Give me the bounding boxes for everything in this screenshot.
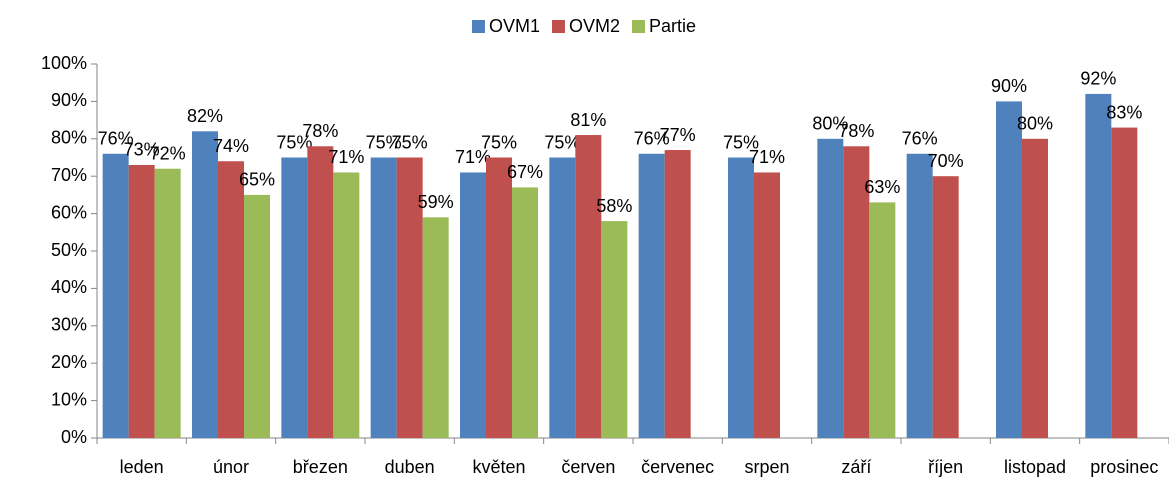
x-tick-label: květen: [472, 457, 525, 477]
data-label: 80%: [1017, 114, 1053, 134]
bar: [1111, 127, 1138, 438]
bar: [1085, 93, 1112, 439]
data-label: 83%: [1106, 102, 1142, 122]
data-label: 90%: [991, 76, 1027, 96]
bar: [486, 157, 512, 438]
data-label: 73%: [124, 140, 160, 160]
data-label: 65%: [239, 170, 275, 190]
bar: [281, 157, 308, 438]
bar: [869, 202, 896, 438]
y-tick-label: 70%: [51, 165, 87, 185]
data-label: 71%: [749, 147, 785, 167]
bar: [932, 176, 959, 438]
data-label: 75%: [392, 132, 428, 152]
x-tick-label: prosinec: [1090, 457, 1158, 477]
bar: [102, 153, 129, 438]
legend-label: Partie: [649, 16, 696, 36]
data-label: 80%: [812, 114, 848, 134]
data-label: 63%: [864, 177, 900, 197]
x-tick-label: srpen: [744, 457, 789, 477]
y-tick-label: 50%: [51, 240, 87, 260]
data-label: 92%: [1080, 69, 1116, 89]
bar: [638, 153, 665, 438]
legend-label: OVM1: [489, 16, 540, 36]
y-tick-label: 30%: [51, 315, 87, 335]
y-tick-label: 90%: [51, 90, 87, 110]
bar: [422, 217, 449, 438]
x-tick-label: duben: [385, 457, 435, 477]
legend-label: OVM2: [569, 16, 620, 36]
y-tick-label: 20%: [51, 352, 87, 372]
bar: [307, 146, 334, 438]
bar: [996, 101, 1022, 439]
bar: [754, 172, 780, 438]
bar: [154, 168, 181, 438]
data-label: 67%: [507, 162, 543, 182]
bar: [575, 135, 602, 438]
data-label: 75%: [544, 132, 580, 152]
data-label: 76%: [902, 129, 938, 149]
bar: [843, 146, 870, 438]
data-label: 77%: [660, 125, 696, 145]
data-label: 71%: [455, 147, 491, 167]
x-tick-label: březen: [293, 457, 348, 477]
bar: [370, 157, 397, 438]
legend-marker: [551, 20, 565, 33]
data-label: 74%: [213, 136, 249, 156]
data-label: 81%: [570, 110, 606, 130]
y-tick-label: 60%: [51, 202, 87, 222]
bar: [817, 138, 844, 439]
bar: [244, 194, 270, 438]
data-label: 75%: [366, 132, 402, 152]
x-tick-label: červen: [561, 457, 615, 477]
bar: [664, 150, 691, 438]
y-tick-label: 40%: [51, 277, 87, 297]
bar: [333, 172, 360, 438]
data-label: 70%: [928, 151, 964, 171]
bar: [512, 187, 538, 438]
bar: [728, 157, 754, 438]
bar: [460, 172, 486, 438]
data-label: 75%: [481, 132, 517, 152]
data-label: 71%: [328, 147, 364, 167]
x-tick-label: září: [841, 457, 871, 477]
bar: [218, 161, 244, 439]
bar: [549, 157, 576, 438]
bar: [192, 131, 218, 438]
data-label: 58%: [596, 196, 632, 216]
data-label: 76%: [98, 129, 134, 149]
data-label: 76%: [634, 129, 670, 149]
legend-marker: [632, 20, 645, 33]
data-label: 59%: [418, 192, 454, 212]
y-tick-label: 80%: [51, 128, 87, 148]
y-tick-label: 100%: [41, 53, 87, 73]
bar: [601, 221, 628, 438]
data-label: 75%: [723, 132, 759, 152]
data-label: 72%: [150, 143, 186, 163]
x-tick-label: říjen: [928, 457, 963, 477]
data-label: 78%: [838, 121, 874, 141]
x-tick-label: únor: [213, 457, 249, 477]
bar: [396, 157, 423, 438]
legend-marker: [471, 20, 485, 33]
data-label: 75%: [276, 132, 312, 152]
x-tick-label: leden: [120, 457, 164, 477]
data-label: 78%: [302, 121, 338, 141]
y-tick-label: 10%: [51, 389, 87, 409]
bar: [128, 164, 155, 439]
data-label: 82%: [187, 106, 223, 126]
x-tick-label: listopad: [1004, 457, 1066, 477]
x-tick-label: červenec: [641, 457, 714, 477]
bar: [906, 153, 933, 438]
y-tick-label: 0%: [61, 427, 87, 447]
bar: [1022, 138, 1048, 439]
